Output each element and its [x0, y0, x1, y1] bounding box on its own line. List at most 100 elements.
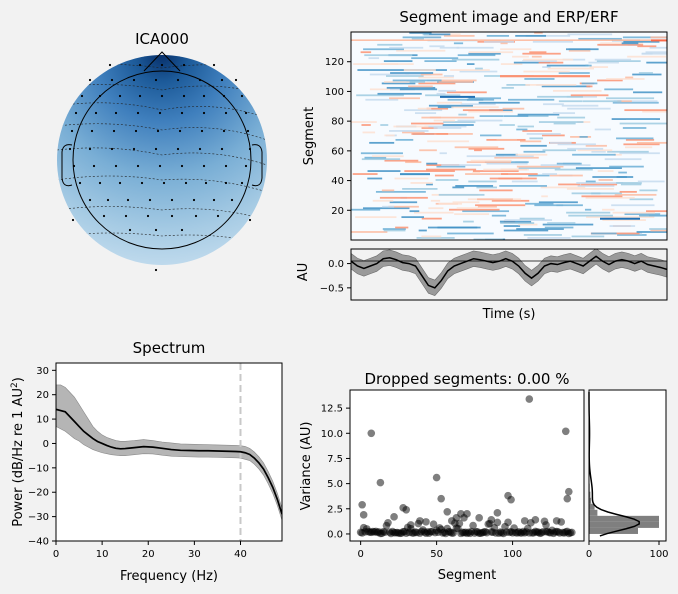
segment-stripe: [517, 113, 560, 116]
sensor-dot: [124, 214, 128, 218]
segment-stripe: [529, 137, 543, 140]
segment-stripe: [455, 185, 494, 187]
sensor-dot: [240, 94, 244, 98]
segment-stripe: [500, 63, 523, 65]
segment-stripe: [424, 125, 467, 128]
segment-stripe: [453, 42, 464, 45]
segment-stripe: [561, 104, 599, 107]
sensor-dot: [248, 218, 252, 222]
segment-stripe: [517, 115, 549, 117]
segment-stripe: [418, 229, 427, 232]
sensor-dot: [80, 94, 84, 98]
segment-stripe: [566, 188, 614, 190]
segment-stripe: [450, 69, 490, 71]
segment-stripe: [516, 128, 528, 131]
dropped-x-label: Segment: [438, 568, 497, 583]
segment-stripe: [609, 165, 644, 168]
sensor-dot: [78, 181, 82, 185]
segment-stripe: [576, 182, 624, 184]
segment-stripe: [538, 121, 584, 123]
sensor-dot: [248, 147, 252, 151]
segment-stripe: [531, 55, 542, 58]
xtick-label: 100: [503, 549, 522, 560]
scatter-point: [432, 473, 441, 482]
segment-stripe: [404, 170, 455, 172]
sensor-dot: [216, 214, 220, 218]
segment-stripe: [532, 40, 573, 43]
segment-stripe: [365, 98, 399, 101]
sensor-dot: [136, 111, 140, 115]
sensor-dot: [132, 147, 136, 151]
segment-stripe: [604, 88, 634, 91]
segment-stripe: [609, 225, 636, 227]
segment-stripe: [426, 168, 477, 171]
segment-stripe: [369, 141, 395, 144]
segment-stripe: [442, 124, 474, 126]
scatter-point: [542, 521, 550, 529]
sensor-dot: [114, 164, 118, 168]
segment-stripe: [525, 84, 577, 86]
segment-stripe: [420, 73, 443, 76]
scatter-point: [422, 518, 430, 526]
segment-stripe: [512, 198, 522, 201]
segment-stripe: [520, 140, 542, 143]
scatter-point: [359, 511, 368, 519]
segment-stripe: [351, 121, 377, 123]
segment-stripe: [477, 198, 513, 201]
segment-stripe: [400, 173, 430, 176]
histogram-bar: [589, 497, 592, 504]
segment-stripe: [498, 155, 534, 158]
segment-stripe: [646, 61, 667, 64]
spectrum-x-label: Frequency (Hz): [120, 569, 218, 584]
segment-stripe: [389, 201, 418, 204]
segment-stripe: [571, 192, 622, 195]
segment-stripe: [538, 61, 564, 64]
segment-stripe: [619, 190, 637, 193]
dropped-panel: Dropped segments: 0.00 % 0 50 100 0.0 2.5 5.0…: [299, 370, 585, 583]
segment-stripe: [429, 45, 445, 48]
segment-stripe: [500, 75, 590, 78]
segment-stripe: [405, 73, 432, 76]
segment-stripe: [384, 134, 395, 137]
segment-stripe: [468, 52, 501, 55]
sensor-dot: [224, 164, 228, 168]
segment-stripe: [623, 143, 660, 146]
sensor-dot: [202, 111, 206, 115]
segment-stripe: [616, 182, 642, 184]
scatter-point: [565, 487, 573, 496]
sensor-dot: [72, 164, 76, 168]
segment-stripe: [415, 112, 437, 115]
sensor-dot: [180, 111, 184, 115]
scatter-point: [406, 521, 415, 529]
segment-stripe: [394, 177, 429, 180]
histogram-bar: [589, 527, 638, 534]
sensor-dot: [126, 198, 130, 202]
segment-stripe: [525, 34, 571, 37]
segment-stripe: [558, 100, 583, 103]
segment-stripe: [421, 235, 442, 238]
segment-stripe: [434, 174, 454, 177]
sensor-dot: [134, 129, 138, 133]
spectrum-frame: [55, 362, 283, 542]
segment-stripe: [381, 82, 416, 85]
segment-stripe: [565, 48, 599, 51]
sensor-dot: [234, 78, 238, 82]
sensor-dot: [140, 181, 144, 185]
segment-stripe: [466, 63, 475, 65]
segment-stripe: [410, 182, 433, 184]
sensor-dot: [246, 129, 250, 133]
segment-stripe: [568, 214, 613, 217]
erp-mean-line: [351, 255, 667, 289]
segment-stripe: [558, 183, 581, 186]
segment-stripe: [639, 189, 658, 192]
sensor-dot: [114, 111, 118, 115]
scatter-point: [358, 500, 366, 509]
segment-stripe: [436, 133, 473, 135]
sensor-dot: [194, 214, 198, 218]
sensor-dot: [182, 63, 186, 67]
segment-stripe: [383, 229, 406, 232]
segment-stripe: [385, 75, 424, 77]
segment-stripe: [632, 73, 662, 76]
segment-stripe: [367, 177, 383, 180]
segment-stripe: [570, 94, 609, 97]
